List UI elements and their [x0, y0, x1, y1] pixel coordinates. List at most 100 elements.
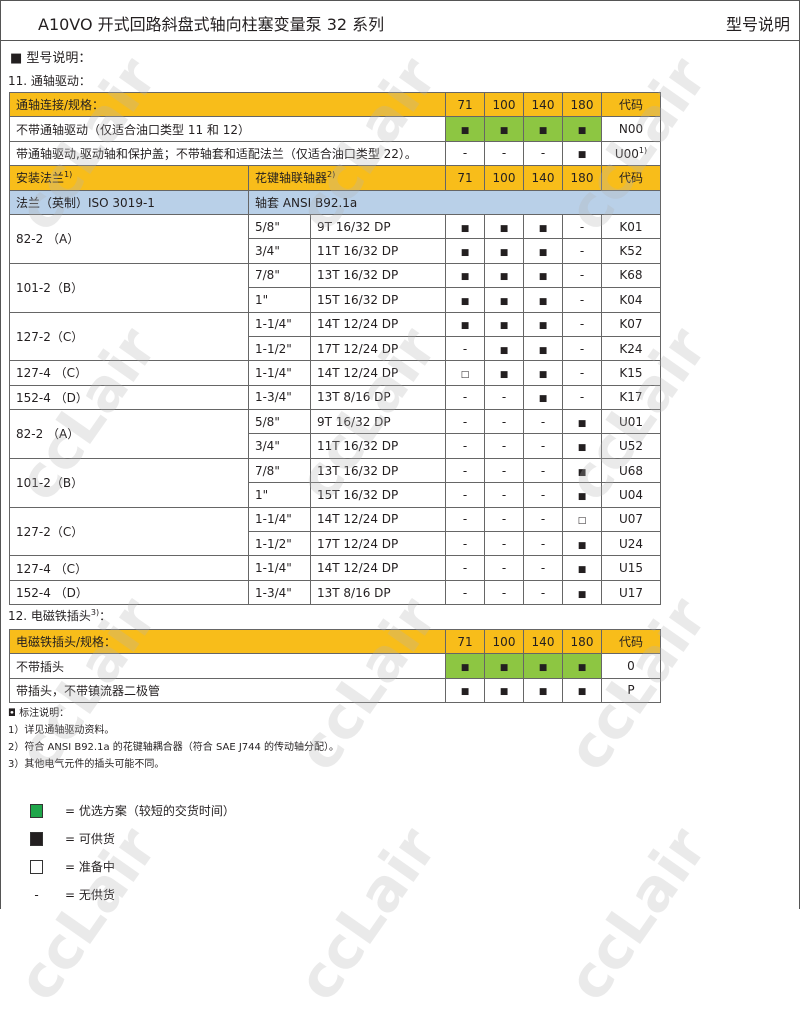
column-header: 100: [484, 628, 524, 655]
availability-cell: ■: [523, 262, 563, 289]
subsection-12-title: 12. 电磁铁插头3)：: [8, 608, 112, 623]
availability-cell: ■: [484, 335, 524, 362]
availability-cell: -: [562, 335, 602, 362]
table-header-row: 安装法兰1) 花键轴联轴器2) 71 100 140 180 代码: [9, 165, 661, 191]
availability-cell: ■: [484, 287, 524, 313]
legend-item: = 准备中: [30, 858, 115, 875]
table-header-row: 电磁铁插头/规格： 71 100 140 180 代码: [9, 628, 661, 655]
shaft-size: 1-1/2": [248, 335, 311, 362]
table-row: 3/4" 11T 16/32 DP ■ ■ ■ - K52: [10, 238, 661, 264]
availability-cell: ■: [562, 555, 602, 581]
availability-cell: -: [523, 482, 563, 508]
availability-cell: -: [562, 238, 602, 264]
legend-item: = 优选方案（较短的交货时间）: [30, 802, 235, 819]
table-row: 带插头，不带镇流器二极管 ■ ■ ■ ■ P: [9, 677, 661, 704]
shaft-size: 1": [248, 482, 311, 508]
mounting-flange: 127-2（C）: [9, 506, 249, 557]
availability-cell: ■: [445, 287, 485, 313]
solenoid-connector-table: 电磁铁插头/规格： 71 100 140 180 代码 不带插头 ■ ■ ■ ■ 0 带插头，不带镇流器…: [9, 628, 661, 704]
availability-cell: ■: [523, 335, 563, 362]
availability-cell: -: [523, 457, 563, 484]
availability-cell: ■: [562, 482, 602, 508]
flange-standard: 法兰（英制）ISO 3019-1: [9, 189, 249, 215]
availability-cell: □: [445, 360, 485, 386]
shaft-size: 1": [248, 287, 311, 313]
availability-cell: -: [562, 287, 602, 313]
section-title: ■ 型号说明：: [10, 51, 92, 66]
availability-cell: -: [445, 531, 485, 557]
availability-cell: ■: [445, 238, 485, 264]
availability-cell: ■: [523, 384, 563, 411]
table-row: 127-4 （C） 1-1/4" 14T 12/24 DP □ ■ ■ - K15: [9, 360, 661, 386]
subsection-11-title: 11. 通轴驱动：: [8, 74, 91, 88]
table-row: 带通轴驱动,驱动轴和保护盖；不带轴套和适配法兰（仅适合油口类型 22）。 - - - ■…: [9, 140, 661, 167]
availability-cell: ■: [523, 116, 563, 142]
availability-cell: ■: [562, 677, 602, 704]
availability-cell: ■: [562, 140, 602, 167]
availability-cell: ■: [484, 653, 524, 679]
availability-cell: -: [445, 579, 485, 606]
mounting-flange: 127-4 （C）: [9, 555, 249, 581]
mounting-flange: 152-4 （D）: [9, 384, 249, 411]
shaft-size: 7/8": [248, 457, 311, 484]
legend-text: = 可供货: [65, 832, 115, 846]
code-cell: N00: [601, 116, 661, 142]
empty-square-icon: [30, 859, 43, 874]
availability-cell: -: [562, 262, 602, 289]
availability-cell: ■: [523, 238, 563, 264]
code-cell: K15: [601, 360, 661, 386]
availability-cell: ■: [562, 457, 602, 484]
availability-cell: -: [484, 555, 524, 581]
availability-cell: ■: [484, 360, 524, 386]
shaft-size: 3/4": [248, 238, 311, 264]
column-header: 180: [562, 165, 602, 191]
table-row: 1" 15T 16/32 DP ■ ■ ■ - K04: [10, 287, 661, 313]
code-cell: K68: [601, 262, 661, 289]
availability-cell: -: [484, 409, 524, 435]
code-cell: K24: [601, 335, 661, 362]
page-header: A10VO 开式回路斜盘式轴向柱塞变量泵 32 系列 型号说明: [0, 0, 800, 41]
table-row: 1-1/2" 17T 12/24 DP - - - ■ U24: [10, 531, 661, 557]
availability-cell: ■: [523, 360, 563, 386]
column-header: 代码: [601, 628, 661, 655]
spline-spec: 17T 12/24 DP: [310, 531, 446, 557]
shaft-size: 1-3/4": [248, 579, 311, 606]
availability-cell: -: [523, 531, 563, 557]
availability-cell: ■: [445, 677, 485, 704]
shaft-size: 3/4": [248, 433, 311, 459]
table-row: 152-4 （D） 1-3/4" 13T 8/16 DP - - ■ - K17: [9, 384, 661, 411]
availability-cell: ■: [445, 653, 485, 679]
table-row: 82-2 （A） 5/8" 9T 16/32 DP ■ ■ ■ - K01: [9, 213, 661, 264]
column-header: 71: [445, 165, 485, 191]
availability-cell: ■: [523, 287, 563, 313]
spline-spec: 17T 12/24 DP: [310, 335, 446, 362]
shaft-size: 1-1/4": [248, 555, 311, 581]
flange-type-row: 法兰（英制）ISO 3019-1 轴套 ANSI B92.1a: [9, 189, 661, 215]
column-header: 通轴连接/规格：: [9, 91, 446, 118]
table-header-row: 通轴连接/规格： 71 100 140 180 代码: [9, 91, 661, 118]
availability-cell: ■: [484, 213, 524, 240]
footnote-3: 3）其他电气元件的插头可能不同。: [8, 759, 165, 770]
shaft-size: 5/8": [248, 409, 311, 435]
spline-spec: 14T 12/24 DP: [310, 311, 446, 337]
mounting-flange: 82-2 （A）: [9, 409, 249, 459]
document-title: A10VO 开式回路斜盘式轴向柱塞变量泵 32 系列: [38, 15, 385, 34]
availability-cell: ■: [445, 311, 485, 337]
code-cell: U04: [601, 482, 661, 508]
shaft-size: 1-1/4": [248, 506, 311, 533]
availability-cell: ■: [445, 262, 485, 289]
spline-spec: 9T 16/32 DP: [310, 409, 446, 435]
spline-spec: 14T 12/24 DP: [310, 555, 446, 581]
code-cell: K52: [601, 238, 661, 264]
row-label: 不带通轴驱动（仅适合油口类型 11 和 12）: [9, 116, 446, 142]
availability-cell: ■: [484, 238, 524, 264]
spline-spec: 14T 12/24 DP: [310, 506, 446, 533]
availability-cell: ■: [523, 653, 563, 679]
mounting-flange: 101-2（B）: [9, 457, 249, 508]
table-row: 1" 15T 16/32 DP - - - ■ U04: [10, 482, 661, 508]
table-row: 3/4" 11T 16/32 DP - - - ■ U52: [10, 433, 661, 459]
availability-cell: ■: [562, 116, 602, 142]
code-cell: K17: [601, 384, 661, 411]
availability-cell: -: [562, 384, 602, 411]
code-cell: U68: [601, 457, 661, 484]
